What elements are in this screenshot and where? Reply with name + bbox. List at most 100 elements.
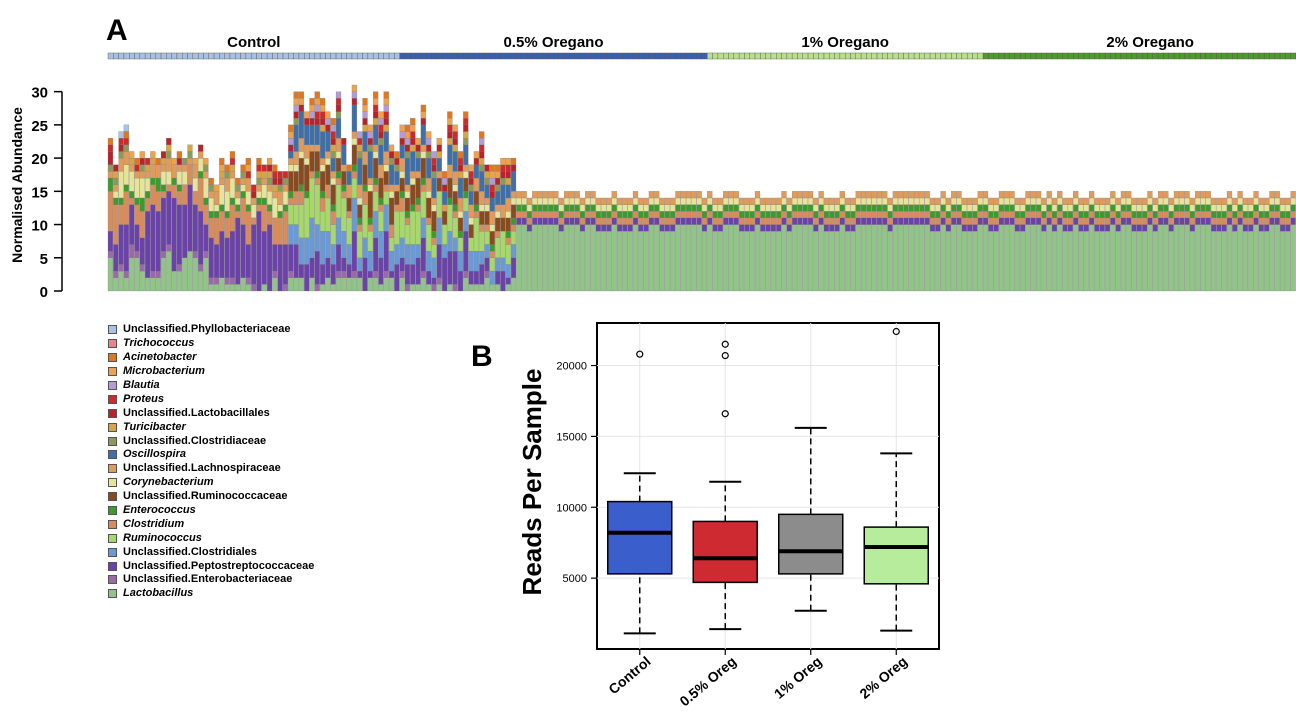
bar-segment [1280,225,1285,232]
bar-segment [490,211,495,224]
bar-segment [1105,205,1110,212]
bar-segment [394,264,399,291]
group-strip-cell [904,53,909,59]
bar-segment [1052,231,1057,291]
group-strip-cell [622,53,627,59]
bar-segment [214,218,219,245]
bar-segment [882,198,887,205]
bar-segment [113,278,118,291]
bar-segment [941,218,946,225]
bar-segment [294,98,299,105]
bar-segment [904,225,909,291]
bar-segment [304,145,309,158]
bar-segment [771,211,776,218]
bar-segment [538,225,543,291]
bar-segment [1238,218,1243,225]
bar-segment [607,198,612,205]
bar-segment [352,271,357,278]
bar-segment [119,145,124,152]
bar-segment [1079,225,1084,232]
group-strip-cell [1291,53,1296,59]
bar-segment [1280,198,1285,205]
bar-segment [225,218,230,238]
bar-segment [649,225,654,291]
bar-segment [718,205,723,212]
bar-segment [856,218,861,225]
bar-segment [219,205,224,212]
group-strip-cell [665,53,670,59]
bar-segment [1238,225,1243,291]
bar-segment [310,278,315,291]
bar-segment [851,218,856,225]
bar-segment [485,231,490,244]
bar-segment [729,191,734,198]
bar-segment [681,198,686,205]
bar-segment [1222,225,1227,232]
bar-segment [416,158,421,171]
bar-segment [824,198,829,205]
bar-segment [522,225,527,291]
bar-segment [246,178,251,191]
bar-segment [522,211,527,218]
group-strip-cell [500,53,505,59]
bar-segment [941,205,946,212]
bar-segment [384,98,389,105]
bar-segment [1041,225,1046,232]
bar-segment [294,191,299,204]
bar-segment [219,178,224,185]
bar-segment [1094,198,1099,205]
bar-segment [506,264,511,277]
bar-segment [1185,218,1190,225]
bar-segment [707,225,712,291]
bar-segment [394,158,399,165]
bar-segment [776,198,781,205]
bar-segment [569,198,574,205]
bar-segment [442,211,447,224]
bar-segment [797,191,802,198]
bar-segment [734,198,739,205]
bar-segment [378,258,383,285]
bar-segment [983,218,988,225]
bar-segment [373,271,378,278]
bar-segment [1222,218,1227,225]
group-strip-cell [150,53,155,59]
bar-segment [410,171,415,178]
group-strip-cell [755,53,760,59]
bar-segment [124,191,129,224]
bar-segment [447,165,452,178]
bar-segment [686,218,691,225]
bar-segment [400,258,405,271]
bar-segment [633,191,638,198]
group-strip-cell [479,53,484,59]
group-strip-cell [1195,53,1200,59]
bar-segment [1243,218,1248,225]
bar-segment [660,198,665,205]
bar-segment [654,191,659,198]
bar-segment [278,218,283,245]
group-strip-cell [188,53,193,59]
group-strip-cell [914,53,919,59]
group-labels: Control 0.5% Oregano 1% Oregano 2% Oregano [227,34,1194,51]
bar-segment [463,171,468,178]
bar-segment [840,191,845,198]
group-strip-cell [352,53,357,59]
bar-segment [363,258,368,291]
group-strip-cell [1201,53,1206,59]
bar-segment [1079,211,1084,218]
bar-segment [336,92,341,99]
group-strip-cell [734,53,739,59]
bar-segment [373,278,378,291]
legend-swatch [108,589,117,598]
bar-segment [272,191,277,198]
bar-segment [203,158,208,165]
legend-item: Acinetobacter [108,351,314,365]
bar-segment [1174,211,1179,218]
bar-segment [766,211,771,218]
group-strip-cell [538,53,543,59]
bar-segment [506,171,511,178]
bar-segment [272,244,277,271]
bar-segment [432,151,437,158]
bar-segment [320,231,325,264]
bar-segment [458,238,463,251]
group-strip-cell [1068,53,1073,59]
